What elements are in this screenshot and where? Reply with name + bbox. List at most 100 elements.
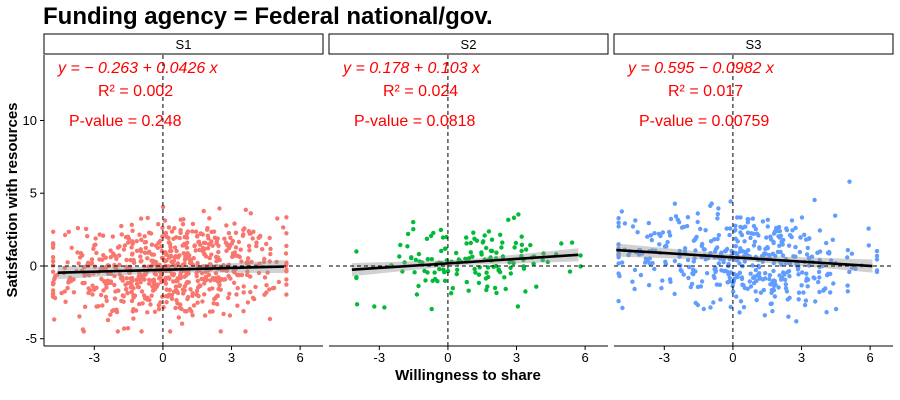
data-point xyxy=(122,243,128,248)
data-point xyxy=(746,248,751,253)
data-point xyxy=(757,276,763,281)
y-tick-label: -5 xyxy=(25,331,37,346)
data-point xyxy=(207,255,212,261)
data-point xyxy=(203,240,208,246)
data-point xyxy=(148,302,153,307)
data-point xyxy=(211,229,217,234)
data-point xyxy=(183,273,189,278)
data-point xyxy=(652,266,657,272)
data-point xyxy=(127,265,133,271)
data-point xyxy=(424,236,430,241)
data-point xyxy=(772,294,778,299)
x-tick-label: -3 xyxy=(659,350,671,365)
data-point xyxy=(496,268,501,273)
data-point xyxy=(354,302,360,307)
data-point xyxy=(230,251,236,256)
data-point xyxy=(238,247,243,252)
data-point xyxy=(239,272,245,278)
data-point xyxy=(150,258,156,264)
x-tick-label: 0 xyxy=(159,350,166,365)
data-point xyxy=(82,304,88,309)
data-point xyxy=(754,231,760,236)
data-point xyxy=(90,283,95,288)
data-point xyxy=(578,253,583,258)
data-point xyxy=(163,232,168,237)
data-point xyxy=(264,241,269,247)
data-point xyxy=(150,278,155,283)
data-point xyxy=(716,233,722,238)
data-point xyxy=(502,275,507,280)
data-point xyxy=(442,246,448,251)
data-point xyxy=(847,179,852,184)
data-point xyxy=(243,207,248,212)
data-point xyxy=(758,290,764,295)
data-point xyxy=(243,329,248,334)
data-point xyxy=(131,286,136,291)
data-point xyxy=(129,222,134,227)
data-point xyxy=(409,256,414,261)
data-point xyxy=(176,315,181,320)
data-point xyxy=(178,302,183,307)
data-point xyxy=(116,288,121,293)
data-point xyxy=(440,235,446,240)
data-point xyxy=(158,238,163,244)
data-point xyxy=(115,329,121,334)
data-point xyxy=(241,290,246,295)
data-point xyxy=(476,272,482,277)
data-point xyxy=(82,264,87,270)
data-point xyxy=(213,271,219,276)
data-point xyxy=(531,261,536,266)
data-point xyxy=(658,233,663,239)
data-point xyxy=(824,240,829,246)
data-point xyxy=(521,264,526,269)
data-point xyxy=(265,270,270,275)
data-point xyxy=(874,268,880,273)
data-point xyxy=(59,290,64,296)
data-point xyxy=(716,206,721,211)
data-point xyxy=(765,217,770,222)
data-point xyxy=(207,262,212,267)
x-tick-label: 3 xyxy=(798,350,805,365)
data-point xyxy=(741,305,747,310)
data-point xyxy=(139,329,144,334)
data-point xyxy=(159,255,165,261)
data-point xyxy=(686,275,691,281)
data-point xyxy=(632,267,638,273)
data-point xyxy=(679,225,685,230)
data-point xyxy=(211,301,216,306)
data-point xyxy=(216,275,221,280)
data-point xyxy=(202,252,207,257)
data-point xyxy=(484,287,489,293)
data-point xyxy=(50,269,56,274)
data-point xyxy=(171,289,177,294)
data-point xyxy=(160,204,166,210)
data-point xyxy=(690,267,696,272)
data-point xyxy=(235,303,240,308)
data-point xyxy=(94,250,99,256)
data-point xyxy=(143,271,148,277)
data-point xyxy=(733,223,738,228)
data-point xyxy=(472,266,477,272)
data-point xyxy=(52,277,57,282)
data-point xyxy=(476,280,482,286)
data-point xyxy=(131,316,136,321)
data-point xyxy=(210,309,215,314)
data-point xyxy=(50,242,56,247)
data-point xyxy=(92,286,97,292)
data-point xyxy=(166,225,172,230)
data-point xyxy=(245,269,250,274)
data-point xyxy=(802,232,807,237)
data-point xyxy=(735,274,740,280)
data-point xyxy=(753,226,758,232)
data-point xyxy=(463,256,468,261)
data-point xyxy=(751,243,757,248)
data-point xyxy=(488,255,493,260)
data-point xyxy=(50,292,56,297)
data-point xyxy=(246,229,251,234)
data-point xyxy=(455,267,460,272)
data-point xyxy=(874,248,880,254)
panel-s1: S1 -3 0 3 6 y = − 0.263 + 0.0426 x R² = 0.002 P… xyxy=(43,33,324,365)
data-point xyxy=(174,235,179,240)
data-point xyxy=(145,310,150,315)
data-point xyxy=(751,231,756,236)
